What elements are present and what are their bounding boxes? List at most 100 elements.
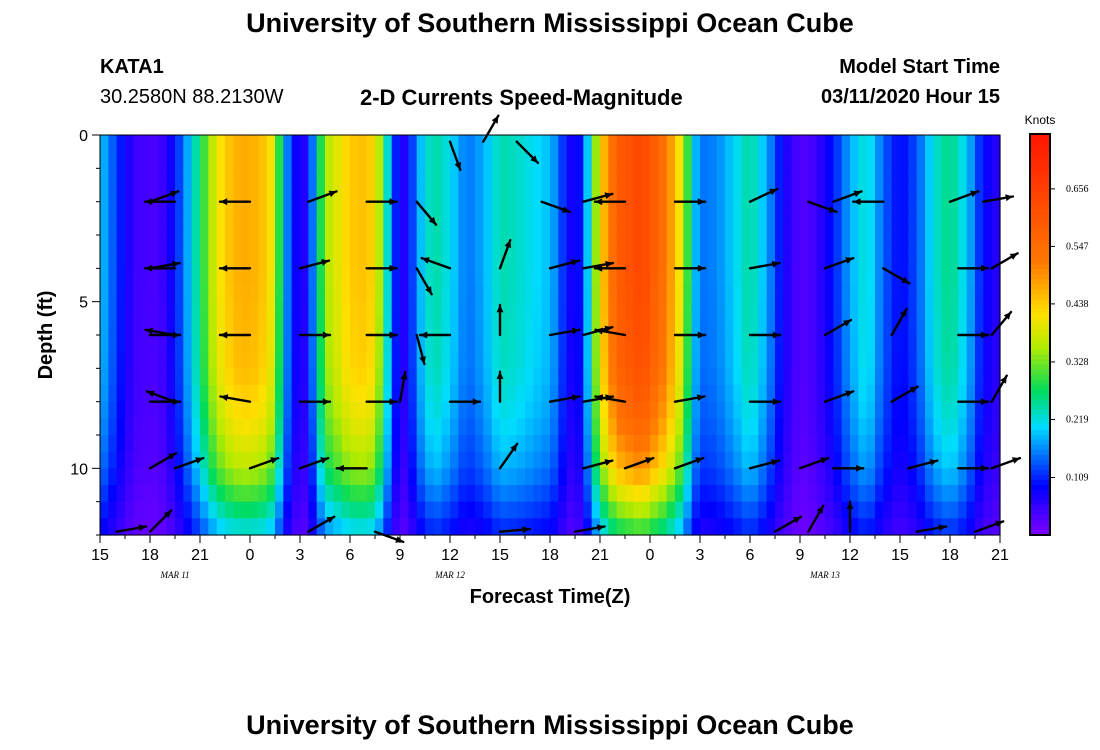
heatmap-cell (300, 251, 309, 269)
heatmap-cell (725, 335, 734, 353)
heatmap-cell (225, 418, 234, 436)
heatmap-cell (150, 335, 159, 353)
heatmap-cell (275, 368, 284, 386)
heatmap-cell (691, 418, 701, 436)
heatmap-cell (916, 151, 926, 169)
heatmap-cell (775, 168, 784, 186)
heatmap-cell (700, 135, 709, 153)
heatmap-cell (733, 351, 743, 369)
colorbar-segment (1030, 449, 1050, 456)
heatmap-cell (191, 468, 201, 486)
heatmap-cell (550, 285, 559, 303)
heatmap-cell (616, 301, 626, 319)
heatmap-cell (108, 501, 118, 519)
heatmap-cell (566, 251, 576, 269)
heatmap-cell (275, 235, 284, 253)
heatmap-cell (566, 318, 576, 336)
heatmap-cell (283, 335, 293, 353)
heatmap-cell (450, 218, 459, 236)
heatmap-cell (991, 368, 1001, 386)
heatmap-cell (116, 351, 126, 369)
heatmap-cell (633, 285, 643, 303)
heatmap-cell (500, 268, 509, 286)
colorbar-segment (1030, 434, 1050, 441)
heatmap-cell (516, 485, 526, 503)
heatmap-cell (200, 351, 209, 369)
heatmap-cell (508, 168, 518, 186)
heatmap-cell (425, 268, 434, 286)
heatmap-cell (825, 151, 834, 169)
heatmap-cell (883, 318, 893, 336)
heatmap-cell (200, 385, 209, 403)
heatmap-cell (550, 385, 559, 403)
heatmap-cell (808, 468, 818, 486)
heatmap-cell (966, 518, 976, 536)
heatmap-cell (325, 268, 334, 286)
heatmap-cell (625, 468, 634, 486)
heatmap-cell (250, 468, 259, 486)
heatmap-cell (308, 168, 318, 186)
heatmap-cell (466, 251, 476, 269)
heatmap-cell (650, 485, 659, 503)
current-vector (482, 114, 500, 143)
heatmap-cell (800, 418, 809, 436)
heatmap-cell (283, 501, 293, 519)
heatmap-cell (741, 151, 751, 169)
heatmap-cell (475, 351, 484, 369)
heatmap-cell (916, 485, 926, 503)
heatmap-cell (725, 468, 734, 486)
heatmap-cell (600, 435, 609, 453)
heatmap-cell (325, 235, 334, 253)
heatmap-cell (241, 368, 251, 386)
heatmap-cell (933, 235, 943, 253)
heatmap-cell (633, 185, 643, 203)
heatmap-cell (275, 135, 284, 153)
heatmap-cell (516, 318, 526, 336)
heatmap-cell (275, 335, 284, 353)
heatmap-cell (458, 518, 468, 536)
heatmap-cell (316, 335, 326, 353)
heatmap-cell (166, 385, 176, 403)
heatmap-cell (133, 268, 143, 286)
heatmap-cell (275, 351, 284, 369)
heatmap-cell (825, 501, 834, 519)
heatmap-cell (416, 201, 426, 219)
heatmap-cell (933, 401, 943, 419)
heatmap-cell (125, 151, 134, 169)
heatmap-cell (250, 268, 259, 286)
heatmap-cell (400, 485, 409, 503)
heatmap-cell (216, 335, 226, 353)
heatmap-cell (450, 268, 459, 286)
heatmap-cell (508, 135, 518, 153)
heatmap-cell (725, 285, 734, 303)
heatmap-cell (808, 518, 818, 536)
heatmap-cell (916, 468, 926, 486)
heatmap-cell (250, 435, 259, 453)
heatmap-cell (683, 401, 693, 419)
heatmap-cell (225, 251, 234, 269)
heatmap-cell (575, 468, 584, 486)
heatmap-cell (433, 135, 443, 153)
heatmap-cell (883, 285, 893, 303)
heatmap-cell (125, 435, 134, 453)
heatmap-cell (725, 185, 734, 203)
heatmap-cell (525, 335, 534, 353)
heatmap-cell (458, 268, 468, 286)
heatmap-cell (475, 385, 484, 403)
heatmap-cell (325, 501, 334, 519)
heatmap-cell (575, 318, 584, 336)
heatmap-cell (708, 151, 718, 169)
heatmap-cell (791, 518, 801, 536)
heatmap-cell (958, 385, 968, 403)
heatmap-cell (333, 301, 343, 319)
heatmap-cell (133, 451, 143, 469)
heatmap-cell (750, 168, 759, 186)
speed-heatmap (100, 135, 1001, 536)
heatmap-cell (833, 451, 843, 469)
heatmap-cell (458, 151, 468, 169)
current-vector (594, 327, 627, 337)
heatmap-cell (975, 418, 984, 436)
heatmap-cell (750, 451, 759, 469)
heatmap-cell (641, 351, 651, 369)
heatmap-cell (858, 285, 868, 303)
